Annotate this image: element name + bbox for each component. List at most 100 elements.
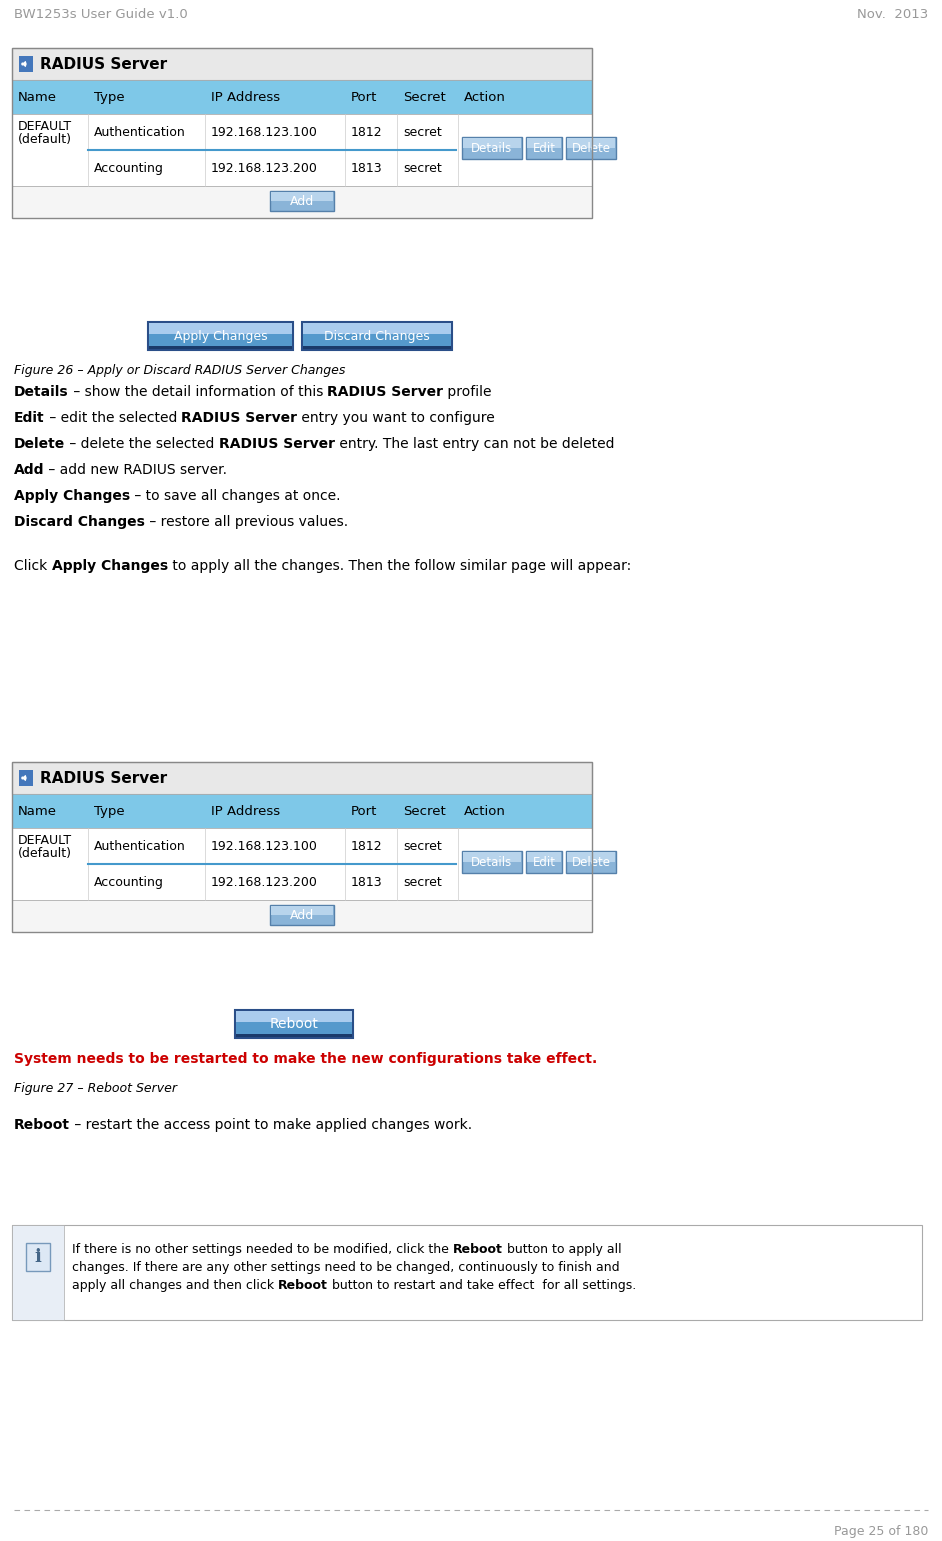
Bar [26,1244,50,1271]
Text: Details: Details [471,142,512,154]
Text: apply all changes and then click: apply all changes and then click [72,1279,278,1291]
Bar [12,794,592,828]
Bar [12,48,592,217]
Text: button to restart and take effect  for all settings.: button to restart and take effect for al… [328,1279,636,1291]
Text: 192.168.123.200: 192.168.123.200 [211,875,317,889]
Text: RADIUS Server: RADIUS Server [40,770,167,786]
Bar [236,1034,352,1037]
Text: Type: Type [94,804,124,817]
Text: Nov.  2013: Nov. 2013 [857,8,928,22]
Text: Add: Add [290,194,314,208]
Text: Secret: Secret [403,91,446,103]
Bar [566,137,616,159]
Bar [270,191,334,211]
Text: Action: Action [464,91,506,103]
Text: 1812: 1812 [351,840,382,852]
Text: Type: Type [94,91,124,103]
Text: secret: secret [403,162,442,174]
Bar [303,334,451,347]
Text: System needs to be restarted to make the new configurations take effect.: System needs to be restarted to make the… [14,1053,597,1066]
Bar [19,55,33,72]
Text: Reboot: Reboot [14,1119,70,1133]
Text: i: i [35,1248,41,1267]
Text: RADIUS Server: RADIUS Server [40,57,167,71]
Bar [303,347,451,348]
Bar [566,851,616,874]
Text: Edit: Edit [532,855,556,869]
Text: 1812: 1812 [351,125,382,139]
Text: secret: secret [403,840,442,852]
Text: 192.168.123.100: 192.168.123.100 [211,840,317,852]
Bar [567,139,615,148]
Text: RADIUS Server: RADIUS Server [182,411,298,425]
Text: 192.168.123.200: 192.168.123.200 [211,162,317,174]
Bar [527,852,561,861]
Text: – edit the selected: – edit the selected [44,411,182,425]
Text: Action: Action [464,804,506,817]
Text: IP Address: IP Address [211,91,280,103]
Text: Name: Name [18,91,57,103]
Bar [12,114,592,186]
Text: BW1253s User Guide v1.0: BW1253s User Guide v1.0 [14,8,187,22]
Text: RADIUS Server: RADIUS Server [328,385,444,399]
Text: Delete: Delete [572,855,610,869]
Text: – show the detail information of this: – show the detail information of this [69,385,328,399]
Bar [463,139,521,148]
Bar [303,324,451,334]
Bar [235,1009,353,1039]
Text: entry. The last entry can not be deleted: entry. The last entry can not be deleted [335,438,614,452]
Bar [302,322,452,350]
Text: Discard Changes: Discard Changes [324,330,430,342]
Text: Port: Port [351,804,378,817]
Bar [12,828,592,900]
Bar [271,193,333,200]
Text: secret: secret [403,125,442,139]
Text: Reboot: Reboot [453,1244,503,1256]
Bar [567,852,615,861]
Bar [149,334,292,347]
Bar [12,186,592,217]
Bar [527,139,561,148]
Text: – restore all previous values.: – restore all previous values. [145,515,348,529]
Text: Accounting: Accounting [94,162,164,174]
Bar [12,1225,64,1321]
Text: RADIUS Server: RADIUS Server [219,438,335,452]
Text: (default): (default) [18,848,72,860]
Text: to apply all the changes. Then the follow similar page will appear:: to apply all the changes. Then the follo… [168,559,631,573]
Text: Reboot: Reboot [278,1279,328,1291]
Text: entry you want to configure: entry you want to configure [298,411,495,425]
Text: If there is no other settings needed to be modified, click the: If there is no other settings needed to … [72,1244,453,1256]
Text: Accounting: Accounting [94,875,164,889]
Text: Figure 27 – Reboot Server: Figure 27 – Reboot Server [14,1082,177,1096]
Bar [149,347,292,348]
Text: Add: Add [14,462,44,478]
Text: secret: secret [403,875,442,889]
Text: Delete: Delete [572,142,610,154]
Bar [149,324,292,334]
Text: Click: Click [14,559,52,573]
Text: – delete the selected: – delete the selected [65,438,219,452]
Text: Figure 26 – Apply or Discard RADIUS Server Changes: Figure 26 – Apply or Discard RADIUS Serv… [14,364,346,378]
Text: Details: Details [471,855,512,869]
Text: Authentication: Authentication [94,840,186,852]
Text: Edit: Edit [532,142,556,154]
Text: 1813: 1813 [351,162,382,174]
Text: Name: Name [18,804,57,817]
Text: Edit: Edit [14,411,44,425]
Text: Page 25 of 180: Page 25 of 180 [834,1526,928,1538]
Bar [463,852,521,861]
Bar [462,137,522,159]
Text: DEFAULT: DEFAULT [18,834,73,848]
Text: (default): (default) [18,134,72,146]
Text: button to apply all: button to apply all [503,1244,622,1256]
Text: DEFAULT: DEFAULT [18,120,73,133]
Text: Apply Changes: Apply Changes [173,330,268,342]
Bar [526,137,562,159]
Bar [12,80,592,114]
Bar [148,322,293,350]
Text: profile: profile [444,385,492,399]
Bar [19,770,33,786]
Text: Secret: Secret [403,804,446,817]
Text: 192.168.123.100: 192.168.123.100 [211,125,317,139]
Bar [270,905,334,925]
